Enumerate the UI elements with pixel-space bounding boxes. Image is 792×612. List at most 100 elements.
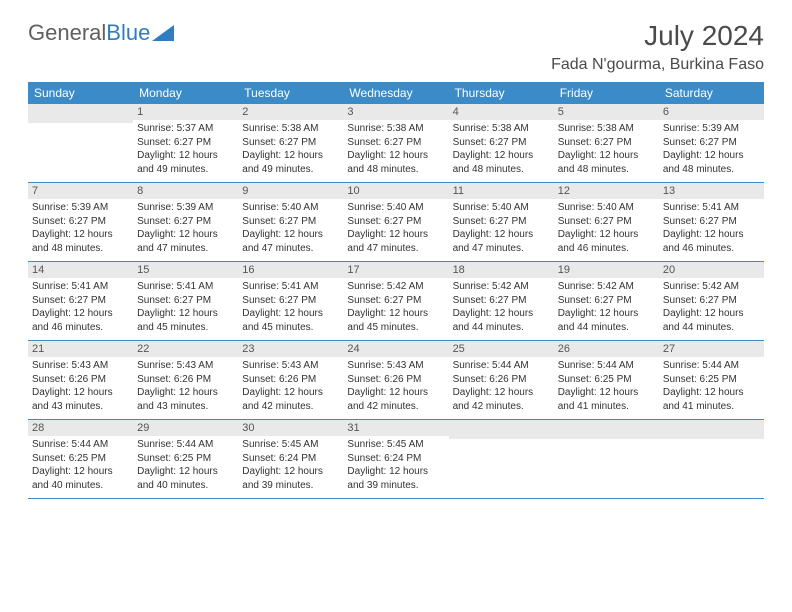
logo-text-general: General [28, 20, 106, 46]
day-number: 20 [659, 262, 764, 278]
calendar-cell: 27Sunrise: 5:44 AMSunset: 6:25 PMDayligh… [659, 341, 764, 420]
day-number: 15 [133, 262, 238, 278]
day-info: Sunrise: 5:40 AMSunset: 6:27 PMDaylight:… [449, 199, 554, 261]
day-number: 6 [659, 104, 764, 120]
calendar-cell: 8Sunrise: 5:39 AMSunset: 6:27 PMDaylight… [133, 183, 238, 262]
day-number: 5 [554, 104, 659, 120]
day-number: 4 [449, 104, 554, 120]
day-info: Sunrise: 5:41 AMSunset: 6:27 PMDaylight:… [28, 278, 133, 340]
day-number: 1 [133, 104, 238, 120]
day-info: Sunrise: 5:43 AMSunset: 6:26 PMDaylight:… [343, 357, 448, 419]
day-info: Sunrise: 5:43 AMSunset: 6:26 PMDaylight:… [28, 357, 133, 419]
calendar-cell: 29Sunrise: 5:44 AMSunset: 6:25 PMDayligh… [133, 420, 238, 499]
day-info: Sunrise: 5:41 AMSunset: 6:27 PMDaylight:… [659, 199, 764, 261]
day-info: Sunrise: 5:42 AMSunset: 6:27 PMDaylight:… [343, 278, 448, 340]
calendar-cell-empty [28, 104, 133, 183]
calendar-cell: 15Sunrise: 5:41 AMSunset: 6:27 PMDayligh… [133, 262, 238, 341]
day-number: 3 [343, 104, 448, 120]
calendar-cell: 19Sunrise: 5:42 AMSunset: 6:27 PMDayligh… [554, 262, 659, 341]
day-info: Sunrise: 5:42 AMSunset: 6:27 PMDaylight:… [659, 278, 764, 340]
day-info: Sunrise: 5:38 AMSunset: 6:27 PMDaylight:… [343, 120, 448, 182]
location-text: Fada N'gourma, Burkina Faso [28, 56, 764, 74]
day-number: 21 [28, 341, 133, 357]
calendar-cell: 30Sunrise: 5:45 AMSunset: 6:24 PMDayligh… [238, 420, 343, 499]
day-header: Sunday [28, 82, 133, 104]
day-info: Sunrise: 5:38 AMSunset: 6:27 PMDaylight:… [554, 120, 659, 182]
day-header: Saturday [659, 82, 764, 104]
logo-text-blue: Blue [106, 20, 150, 46]
day-header: Thursday [449, 82, 554, 104]
day-number: 14 [28, 262, 133, 278]
calendar-cell: 4Sunrise: 5:38 AMSunset: 6:27 PMDaylight… [449, 104, 554, 183]
day-number: 19 [554, 262, 659, 278]
day-number: 11 [449, 183, 554, 199]
day-number: 31 [343, 420, 448, 436]
calendar-cell: 10Sunrise: 5:40 AMSunset: 6:27 PMDayligh… [343, 183, 448, 262]
day-number: 2 [238, 104, 343, 120]
day-number: 30 [238, 420, 343, 436]
day-info: Sunrise: 5:38 AMSunset: 6:27 PMDaylight:… [238, 120, 343, 182]
day-info: Sunrise: 5:39 AMSunset: 6:27 PMDaylight:… [659, 120, 764, 182]
calendar-cell: 1Sunrise: 5:37 AMSunset: 6:27 PMDaylight… [133, 104, 238, 183]
day-info: Sunrise: 5:42 AMSunset: 6:27 PMDaylight:… [449, 278, 554, 340]
calendar-cell: 31Sunrise: 5:45 AMSunset: 6:24 PMDayligh… [343, 420, 448, 499]
day-info: Sunrise: 5:40 AMSunset: 6:27 PMDaylight:… [343, 199, 448, 261]
day-header: Monday [133, 82, 238, 104]
day-info: Sunrise: 5:44 AMSunset: 6:26 PMDaylight:… [449, 357, 554, 419]
day-info: Sunrise: 5:41 AMSunset: 6:27 PMDaylight:… [238, 278, 343, 340]
day-info: Sunrise: 5:43 AMSunset: 6:26 PMDaylight:… [238, 357, 343, 419]
calendar-cell: 21Sunrise: 5:43 AMSunset: 6:26 PMDayligh… [28, 341, 133, 420]
calendar-cell: 17Sunrise: 5:42 AMSunset: 6:27 PMDayligh… [343, 262, 448, 341]
calendar-cell: 28Sunrise: 5:44 AMSunset: 6:25 PMDayligh… [28, 420, 133, 499]
calendar-cell: 9Sunrise: 5:40 AMSunset: 6:27 PMDaylight… [238, 183, 343, 262]
day-number: 13 [659, 183, 764, 199]
day-number: 27 [659, 341, 764, 357]
calendar-cell: 24Sunrise: 5:43 AMSunset: 6:26 PMDayligh… [343, 341, 448, 420]
day-number: 17 [343, 262, 448, 278]
day-number: 8 [133, 183, 238, 199]
calendar-cell: 11Sunrise: 5:40 AMSunset: 6:27 PMDayligh… [449, 183, 554, 262]
day-info: Sunrise: 5:40 AMSunset: 6:27 PMDaylight:… [238, 199, 343, 261]
calendar-cell: 25Sunrise: 5:44 AMSunset: 6:26 PMDayligh… [449, 341, 554, 420]
calendar-cell: 7Sunrise: 5:39 AMSunset: 6:27 PMDaylight… [28, 183, 133, 262]
day-info: Sunrise: 5:44 AMSunset: 6:25 PMDaylight:… [554, 357, 659, 419]
day-number: 25 [449, 341, 554, 357]
day-info: Sunrise: 5:44 AMSunset: 6:25 PMDaylight:… [28, 436, 133, 498]
day-number: 28 [28, 420, 133, 436]
day-number: 24 [343, 341, 448, 357]
day-number: 22 [133, 341, 238, 357]
day-number: 16 [238, 262, 343, 278]
page-title: July 2024 [644, 20, 764, 52]
day-header: Tuesday [238, 82, 343, 104]
day-info: Sunrise: 5:42 AMSunset: 6:27 PMDaylight:… [554, 278, 659, 340]
calendar-cell-empty [554, 420, 659, 499]
calendar-cell: 12Sunrise: 5:40 AMSunset: 6:27 PMDayligh… [554, 183, 659, 262]
day-info: Sunrise: 5:44 AMSunset: 6:25 PMDaylight:… [659, 357, 764, 419]
day-number: 18 [449, 262, 554, 278]
day-info: Sunrise: 5:41 AMSunset: 6:27 PMDaylight:… [133, 278, 238, 340]
logo: GeneralBlue [28, 20, 174, 46]
day-info: Sunrise: 5:43 AMSunset: 6:26 PMDaylight:… [133, 357, 238, 419]
day-info: Sunrise: 5:45 AMSunset: 6:24 PMDaylight:… [238, 436, 343, 498]
calendar-cell-empty [659, 420, 764, 499]
day-number: 23 [238, 341, 343, 357]
day-info: Sunrise: 5:40 AMSunset: 6:27 PMDaylight:… [554, 199, 659, 261]
calendar-cell: 2Sunrise: 5:38 AMSunset: 6:27 PMDaylight… [238, 104, 343, 183]
day-info: Sunrise: 5:39 AMSunset: 6:27 PMDaylight:… [28, 199, 133, 261]
calendar-cell: 13Sunrise: 5:41 AMSunset: 6:27 PMDayligh… [659, 183, 764, 262]
calendar-cell: 23Sunrise: 5:43 AMSunset: 6:26 PMDayligh… [238, 341, 343, 420]
day-info: Sunrise: 5:37 AMSunset: 6:27 PMDaylight:… [133, 120, 238, 182]
day-number: 26 [554, 341, 659, 357]
calendar-cell: 26Sunrise: 5:44 AMSunset: 6:25 PMDayligh… [554, 341, 659, 420]
calendar-cell: 22Sunrise: 5:43 AMSunset: 6:26 PMDayligh… [133, 341, 238, 420]
calendar-cell: 20Sunrise: 5:42 AMSunset: 6:27 PMDayligh… [659, 262, 764, 341]
logo-triangle-icon [152, 25, 174, 41]
calendar-cell: 14Sunrise: 5:41 AMSunset: 6:27 PMDayligh… [28, 262, 133, 341]
calendar-cell: 6Sunrise: 5:39 AMSunset: 6:27 PMDaylight… [659, 104, 764, 183]
day-header: Friday [554, 82, 659, 104]
day-info: Sunrise: 5:44 AMSunset: 6:25 PMDaylight:… [133, 436, 238, 498]
day-number: 10 [343, 183, 448, 199]
day-info: Sunrise: 5:45 AMSunset: 6:24 PMDaylight:… [343, 436, 448, 498]
day-number: 9 [238, 183, 343, 199]
day-info: Sunrise: 5:39 AMSunset: 6:27 PMDaylight:… [133, 199, 238, 261]
